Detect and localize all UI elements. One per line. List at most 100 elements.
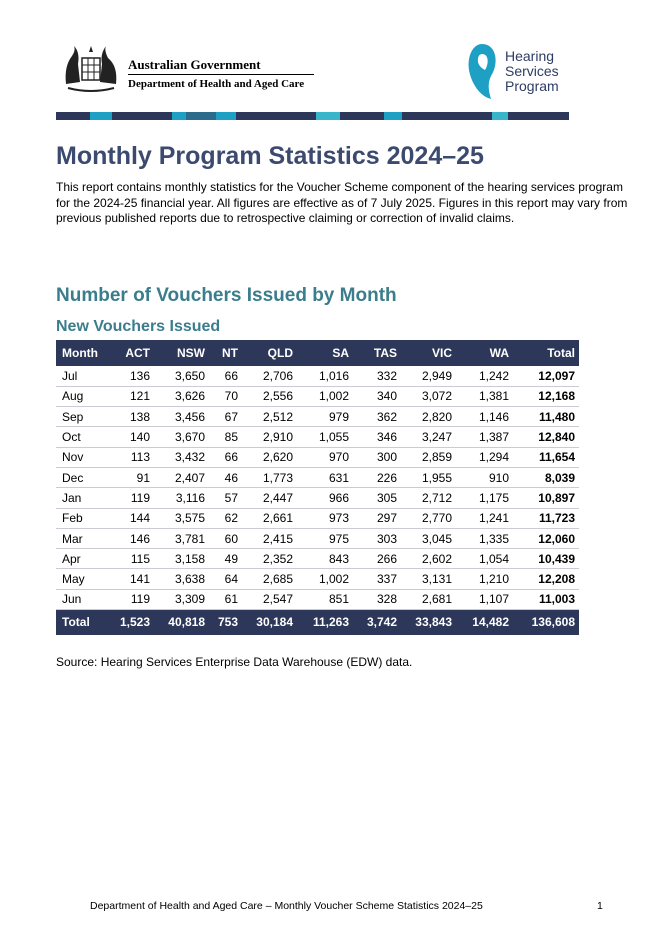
table-cell: 3,650 [174, 368, 205, 383]
table-cell: 46 [224, 470, 238, 485]
table-row: Nov 113 3,432 66 2,620 970 300 2,859 1,294 11,654 [56, 447, 579, 468]
table-cell: 85 [224, 430, 238, 445]
table-cell: 305 [376, 490, 397, 505]
table-row: May 141 3,638 64 2,685 1,002 337 3,131 1,210 12,2… [56, 569, 579, 590]
table-cell: 140 [129, 430, 150, 445]
total-cell: 33,843 [415, 615, 452, 630]
table-cell: 1,054 [478, 551, 509, 566]
table-cell: 2,407 [174, 470, 205, 485]
table-cell: 266 [376, 551, 397, 566]
table-cell: 3,116 [175, 490, 205, 505]
table-cell: 303 [376, 531, 397, 546]
table-cell: 2,512 [262, 409, 293, 424]
total-cell: Total [62, 615, 90, 630]
table-cell: 12,168 [538, 389, 575, 404]
table-cell: 121 [129, 389, 150, 404]
table-cell: Mar [62, 531, 83, 546]
table-cell: 966 [328, 490, 349, 505]
table-cell: 3,131 [421, 572, 452, 587]
table-cell: 61 [224, 592, 238, 607]
program-logo-text: Services [505, 63, 559, 79]
table-cell: 2,620 [262, 450, 293, 465]
table-cell: May [62, 572, 85, 587]
column-header: ACT [125, 346, 150, 360]
table-cell: 70 [224, 389, 238, 404]
page-number: 1 [597, 900, 603, 912]
coat-of-arms [65, 46, 117, 92]
program-logo-mark [468, 44, 496, 99]
table-cell: 11,480 [538, 409, 575, 424]
table-row: Dec 91 2,407 46 1,773 631 226 1,955 910 8,039 [56, 467, 579, 488]
table-row: Mar 146 3,781 60 2,415 975 303 3,045 1,335 12,060 [56, 528, 579, 549]
table-cell: 2,820 [421, 409, 452, 424]
source-note: Source: Hearing Services Enterprise Data… [56, 655, 413, 669]
table-cell: 1,210 [478, 572, 509, 587]
table-cell: 3,638 [174, 572, 205, 587]
table-cell: 12,208 [538, 572, 575, 587]
table-cell: 3,309 [174, 592, 205, 607]
table-cell: 337 [376, 572, 397, 587]
column-header: Total [547, 346, 575, 360]
table-cell: 113 [130, 450, 150, 465]
column-header: SA [332, 346, 349, 360]
table-cell: 1,002 [318, 389, 349, 404]
table-cell: 144 [129, 511, 150, 526]
table-cell: 1,387 [478, 430, 509, 445]
column-header: QLD [267, 346, 293, 360]
column-header: WA [489, 346, 509, 360]
table-cell: 119 [130, 592, 150, 607]
table-cell: 49 [224, 551, 238, 566]
table-cell: Jun [62, 592, 82, 607]
table-cell: 1,146 [478, 409, 509, 424]
table-cell: 136 [129, 368, 150, 383]
table-cell: 66 [224, 450, 238, 465]
total-cell: 11,263 [312, 615, 349, 630]
table-cell: 1,335 [478, 531, 509, 546]
table-cell: 2,706 [262, 368, 293, 383]
table-cell: 2,556 [262, 389, 293, 404]
table-cell: 2,661 [262, 511, 293, 526]
table-cell: 2,415 [262, 531, 293, 546]
table-cell: 66 [224, 368, 238, 383]
table-cell: 340 [376, 389, 397, 404]
table-footer: Total 1,523 40,818 753 30,184 11,263 3,742 33,8… [56, 609, 579, 635]
table-cell: 226 [376, 470, 397, 485]
table-row: Jul 136 3,650 66 2,706 1,016 332 2,949 1,242 12,0… [56, 366, 579, 387]
table-cell: 3,045 [421, 531, 452, 546]
table-cell: 328 [376, 592, 397, 607]
table-row: Jun 119 3,309 61 2,547 851 328 2,681 1,107 11,003 [56, 589, 579, 610]
table-cell: 12,097 [538, 368, 575, 383]
section-heading: Number of Vouchers Issued by Month [56, 285, 397, 306]
table-cell: 1,175 [478, 490, 509, 505]
table-cell: 141 [129, 572, 150, 587]
table-cell: 3,072 [421, 389, 452, 404]
table-cell: 1,294 [478, 450, 509, 465]
table-cell: 2,770 [421, 511, 452, 526]
column-header: Month [62, 346, 98, 360]
table-cell: 2,602 [421, 551, 452, 566]
header-row: Month ACT NSW NT QLD SA TAS VIC WA Total [56, 340, 579, 366]
table-cell: 91 [136, 470, 150, 485]
table-cell: 1,773 [262, 470, 293, 485]
table-cell: 3,575 [174, 511, 205, 526]
table-cell: 2,681 [421, 592, 452, 607]
table-cell: 12,060 [538, 531, 575, 546]
header-rule [128, 74, 314, 75]
table-header: Month ACT NSW NT QLD SA TAS VIC WA Total [56, 340, 579, 366]
table-cell: 970 [328, 450, 349, 465]
table-cell: 3,626 [174, 389, 205, 404]
title: Monthly Program Statistics 2024–25 [56, 142, 484, 170]
table-row: Apr 115 3,158 49 2,352 843 266 2,602 1,054 10,439 [56, 549, 579, 569]
table-body: Jul 136 3,650 66 2,706 1,016 332 2,949 1,242 12,0… [56, 366, 579, 610]
total-cell: 3,742 [366, 615, 397, 630]
table-cell: 60 [224, 531, 238, 546]
table-cell: 57 [224, 490, 238, 505]
table-cell: 146 [129, 531, 150, 546]
table-cell: 362 [376, 409, 397, 424]
table-cell: 2,447 [262, 490, 293, 505]
column-header: NT [222, 346, 238, 360]
table-cell: 119 [130, 490, 150, 505]
program-logo-text: Hearing [505, 48, 555, 64]
table-cell: 1,381 [478, 389, 509, 404]
table-cell: 11,003 [538, 592, 575, 607]
